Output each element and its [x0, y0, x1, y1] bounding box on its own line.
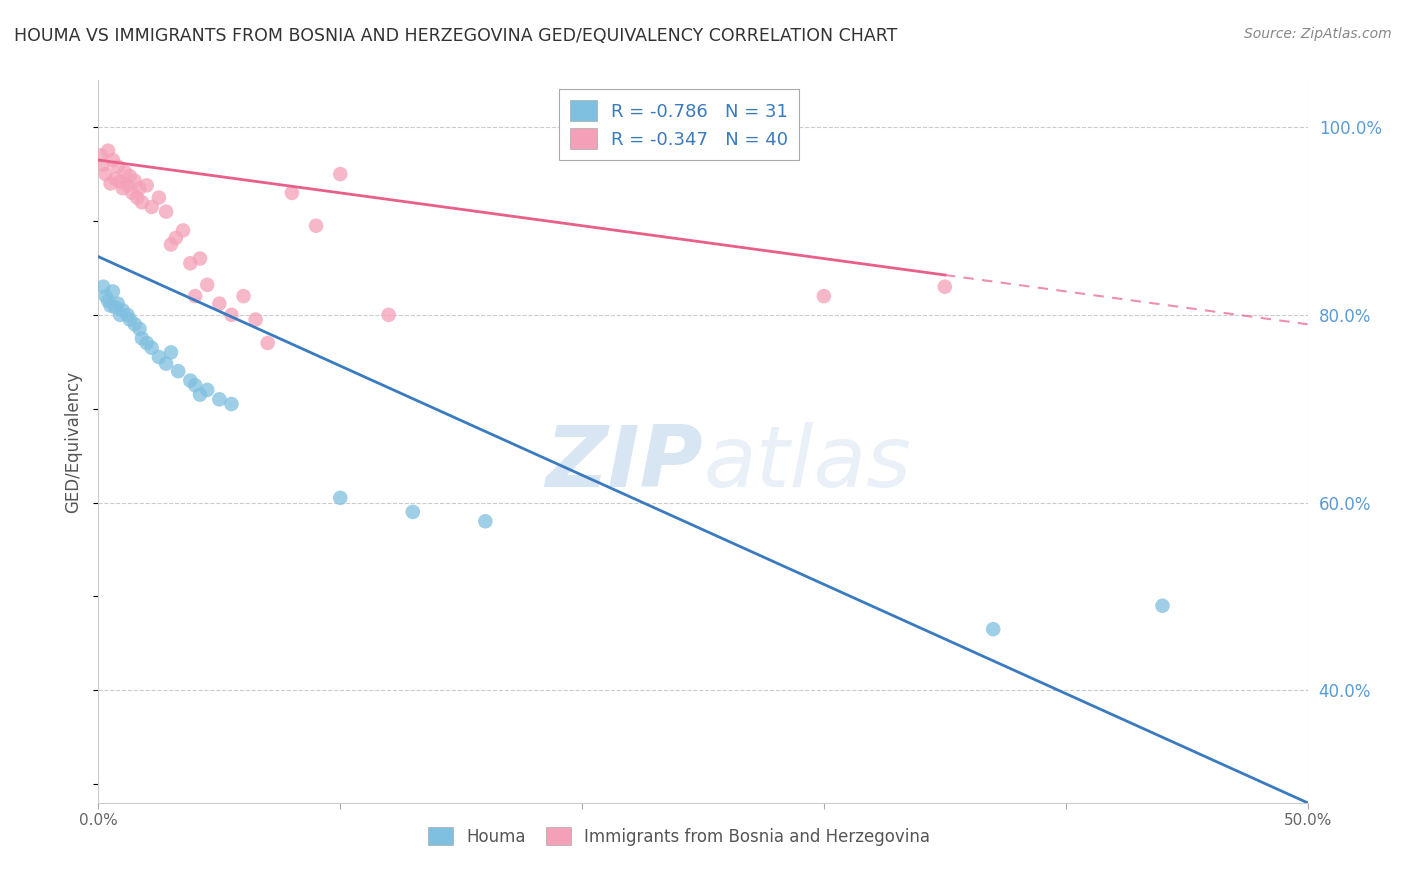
Point — [101, 153, 124, 167]
Point — [94, 167, 117, 181]
Point — [101, 285, 124, 299]
Point — [160, 345, 183, 359]
Point — [117, 308, 139, 322]
Point — [141, 200, 163, 214]
Point — [107, 160, 129, 174]
Y-axis label: GED/Equivalency: GED/Equivalency — [65, 370, 83, 513]
Point — [165, 231, 187, 245]
Point — [329, 167, 352, 181]
Point — [128, 181, 150, 195]
Point — [148, 190, 170, 204]
Legend: Houma, Immigrants from Bosnia and Herzegovina: Houma, Immigrants from Bosnia and Herzeg… — [420, 821, 936, 852]
Point — [981, 622, 1004, 636]
Point — [131, 331, 153, 345]
Point — [329, 491, 352, 505]
Point — [100, 177, 122, 191]
Point — [160, 237, 183, 252]
Point — [281, 186, 304, 200]
Point — [195, 383, 218, 397]
Point — [127, 190, 149, 204]
Point — [402, 505, 425, 519]
Point — [188, 387, 211, 401]
Point — [232, 289, 254, 303]
Point — [934, 279, 956, 293]
Point — [114, 165, 136, 179]
Point — [221, 308, 243, 322]
Point — [305, 219, 328, 233]
Point — [167, 364, 190, 378]
Point — [155, 357, 177, 371]
Point — [135, 178, 157, 193]
Point — [118, 312, 141, 326]
Point — [474, 514, 496, 528]
Point — [188, 252, 211, 266]
Point — [94, 289, 117, 303]
Point — [100, 298, 122, 312]
Point — [97, 144, 120, 158]
Point — [377, 308, 399, 322]
Point — [91, 279, 114, 293]
Point — [813, 289, 835, 303]
Point — [111, 181, 134, 195]
Point — [117, 178, 139, 193]
Point — [90, 148, 112, 162]
Point — [91, 158, 114, 172]
Point — [118, 169, 141, 183]
Point — [208, 296, 231, 310]
Text: ZIP: ZIP — [546, 422, 703, 505]
Point — [131, 195, 153, 210]
Point — [135, 336, 157, 351]
Point — [108, 308, 131, 322]
Point — [208, 392, 231, 407]
Point — [111, 303, 134, 318]
Point — [172, 223, 194, 237]
Point — [97, 293, 120, 308]
Point — [141, 341, 163, 355]
Point — [179, 256, 201, 270]
Point — [108, 175, 131, 189]
Point — [155, 204, 177, 219]
Point — [104, 171, 127, 186]
Point — [179, 374, 201, 388]
Point — [128, 322, 150, 336]
Text: Source: ZipAtlas.com: Source: ZipAtlas.com — [1244, 27, 1392, 41]
Point — [256, 336, 278, 351]
Point — [184, 378, 207, 392]
Point — [124, 318, 146, 332]
Point — [124, 174, 146, 188]
Point — [121, 186, 143, 200]
Point — [184, 289, 207, 303]
Point — [195, 277, 218, 292]
Point — [1152, 599, 1174, 613]
Point — [104, 301, 127, 315]
Point — [245, 312, 267, 326]
Text: atlas: atlas — [703, 422, 911, 505]
Text: HOUMA VS IMMIGRANTS FROM BOSNIA AND HERZEGOVINA GED/EQUIVALENCY CORRELATION CHAR: HOUMA VS IMMIGRANTS FROM BOSNIA AND HERZ… — [14, 27, 897, 45]
Point — [107, 296, 129, 310]
Point — [148, 350, 170, 364]
Point — [221, 397, 243, 411]
